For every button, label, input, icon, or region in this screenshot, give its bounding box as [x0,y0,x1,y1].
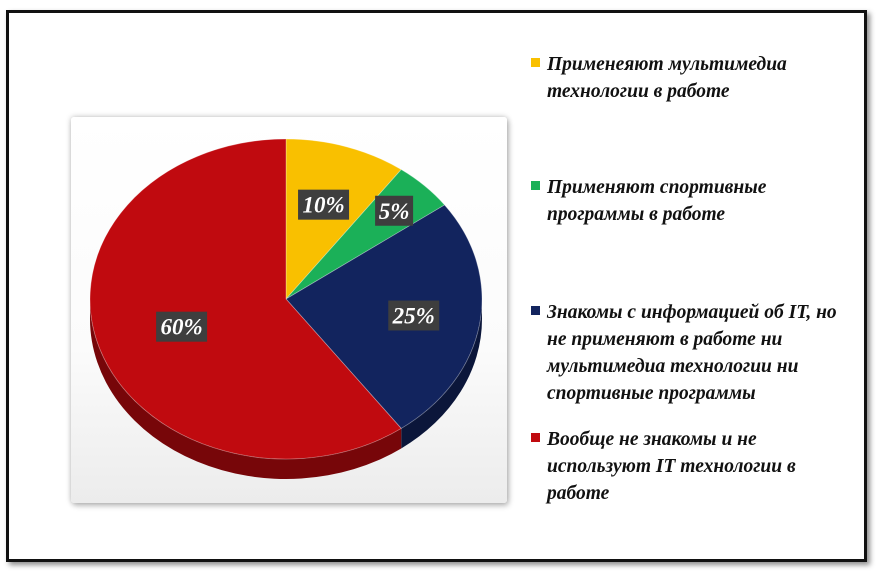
pie-slice-3 [89,138,402,460]
chart-frame: 10% 5% 25% 60% Применеяют мультимедиа техно… [6,10,867,562]
pie-data-label-text-1: 5% [379,199,410,224]
chart-panel: 10% 5% 25% 60% [71,117,507,503]
pie-slice-2 [285,204,483,429]
legend-item-2: Знакомы с информацией об IT, но не приме… [531,299,861,407]
pie-data-label-1: 5% [375,195,414,226]
pie-data-label-box-1 [375,195,414,226]
legend-label-1: Применяют спортивные программы в работе [547,177,767,225]
legend-marker-1 [531,181,540,190]
pie-data-label-box-2 [388,300,440,331]
pie-data-label-2: 25% [388,300,440,331]
pie-data-label-text-0: 10% [302,193,344,218]
pie-data-label-box-3 [156,311,208,342]
pie-slice-side-3 [90,299,402,479]
legend-marker-0 [531,58,540,67]
legend-item-0: Применеяют мультимедиа технологии в рабо… [531,51,861,105]
pie-chart: 10% 5% 25% 60% [89,138,483,479]
pie-data-label-text-3: 60% [161,315,203,340]
legend-label-3: Вообще не знакомы и не используют IT тех… [547,429,796,504]
legend-label-0: Применеяют мультимедиа технологии в рабо… [547,54,787,102]
legend-marker-2 [531,306,540,315]
pie-data-label-text-2: 25% [392,304,435,329]
legend-item-1: Применяют спортивные программы в работе [531,174,861,228]
pie-slice-side-2 [401,299,482,449]
legend-item-3: Вообще не знакомы и не используют IT тех… [531,426,861,507]
legend-marker-3 [531,433,540,442]
legend-label-2: Знакомы с информацией об IT, но не приме… [547,302,837,404]
pie-data-label-3: 60% [156,311,208,342]
pie-data-label-box-0 [298,189,350,220]
pie-data-label-0: 10% [298,189,350,220]
